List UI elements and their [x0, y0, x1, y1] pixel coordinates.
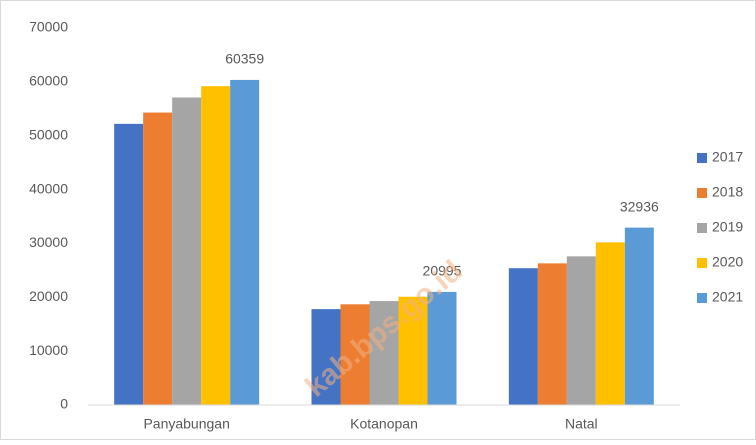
y-tick-label: 70000: [29, 19, 68, 35]
bar: [143, 112, 173, 405]
y-tick-label: 40000: [29, 180, 68, 196]
legend-label: 2017: [712, 149, 743, 165]
data-label: 60359: [225, 51, 264, 67]
bar: [201, 86, 231, 405]
bar: [311, 309, 341, 405]
x-tick-label: Panyabungan: [143, 416, 229, 432]
legend-swatch: [697, 223, 707, 233]
x-tick-label: Natal: [565, 416, 598, 432]
y-tick-label: 20000: [29, 288, 68, 304]
bar: [427, 291, 457, 405]
y-tick-label: 10000: [29, 342, 68, 358]
bar: [340, 304, 370, 405]
legend-swatch: [697, 153, 707, 163]
legend-swatch: [697, 188, 707, 198]
legend-label: 2019: [712, 219, 743, 235]
bar: [537, 263, 567, 405]
legend-label: 2021: [712, 289, 743, 305]
bar: [508, 268, 538, 405]
bar: [595, 242, 625, 405]
y-tick-label: 30000: [29, 234, 68, 250]
bar: [114, 123, 144, 405]
legend-label: 2020: [712, 254, 743, 270]
y-tick-label: 60000: [29, 73, 68, 89]
y-tick-label: 50000: [29, 126, 68, 142]
legend-swatch: [697, 293, 707, 303]
bar: [172, 97, 202, 406]
legend-label: 2018: [712, 184, 743, 200]
y-tick-label: 0: [60, 396, 68, 412]
legend-swatch: [697, 258, 707, 268]
bar: [624, 227, 654, 405]
data-label: 32936: [620, 198, 659, 214]
bar: [566, 256, 596, 405]
bar: [369, 301, 399, 405]
bar: [230, 79, 260, 405]
x-tick-label: Kotanopan: [350, 416, 418, 432]
bar: [398, 296, 428, 405]
data-label: 20995: [423, 263, 462, 279]
